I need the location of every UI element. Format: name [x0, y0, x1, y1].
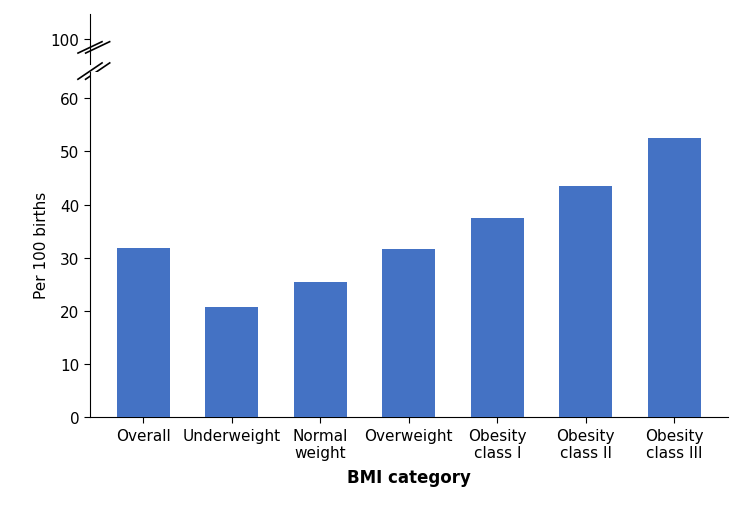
Bar: [471, 219, 524, 417]
Bar: [294, 282, 346, 417]
Bar: [205, 307, 258, 417]
Bar: [382, 249, 435, 417]
Bar: [116, 248, 170, 417]
X-axis label: BMI category: BMI category: [346, 468, 471, 487]
Bar: [648, 138, 701, 417]
Bar: [560, 187, 613, 417]
Y-axis label: Per 100 births: Per 100 births: [34, 191, 49, 298]
Bar: [560, 505, 613, 509]
Bar: [648, 429, 701, 509]
